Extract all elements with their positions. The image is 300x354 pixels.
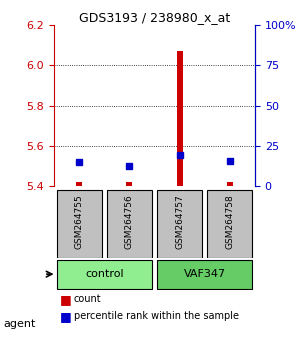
Bar: [227, 182, 233, 186]
Bar: [126, 182, 132, 186]
FancyBboxPatch shape: [56, 190, 102, 258]
Text: percentile rank within the sample: percentile rank within the sample: [74, 311, 238, 321]
Text: control: control: [85, 269, 124, 279]
FancyBboxPatch shape: [157, 260, 253, 289]
FancyBboxPatch shape: [157, 190, 202, 258]
Text: ■: ■: [60, 310, 72, 322]
Bar: [76, 182, 82, 186]
Text: agent: agent: [3, 319, 35, 329]
FancyBboxPatch shape: [56, 260, 152, 289]
Text: GSM264755: GSM264755: [75, 195, 84, 250]
Text: ■: ■: [60, 293, 72, 306]
Bar: [177, 51, 183, 186]
Text: GSM264758: GSM264758: [225, 195, 234, 250]
Text: VAF347: VAF347: [184, 269, 226, 279]
FancyBboxPatch shape: [207, 190, 253, 258]
Text: GSM264756: GSM264756: [125, 195, 134, 250]
Text: count: count: [74, 294, 101, 304]
Title: GDS3193 / 238980_x_at: GDS3193 / 238980_x_at: [79, 11, 230, 24]
FancyBboxPatch shape: [107, 190, 152, 258]
Text: GSM264757: GSM264757: [175, 195, 184, 250]
